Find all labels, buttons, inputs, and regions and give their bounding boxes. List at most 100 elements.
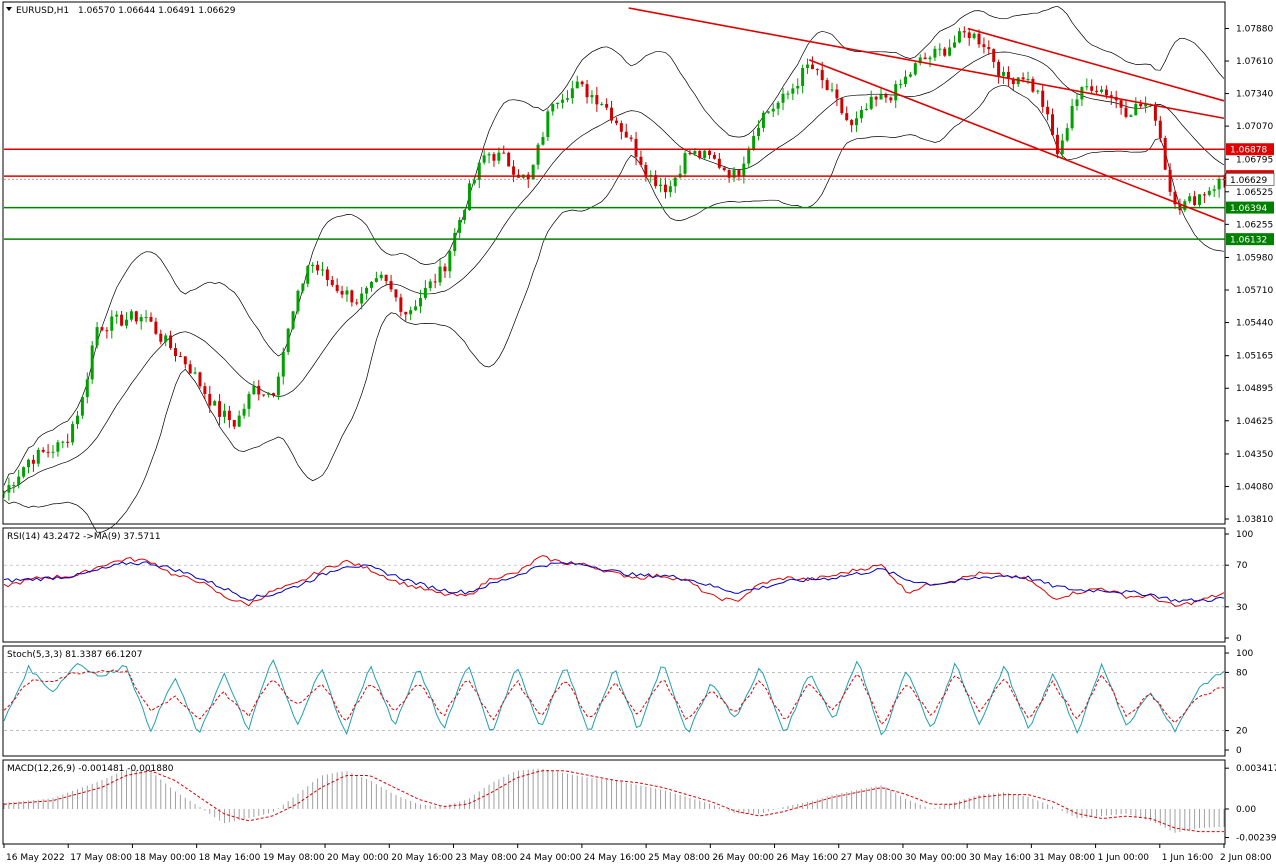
price-tick-label: 1.06255: [1236, 220, 1273, 230]
candle-body: [2, 492, 6, 494]
candle-body: [884, 94, 888, 98]
macd-series: 0.003417 0.00 -0.002394: [3, 764, 1276, 844]
candle-body: [467, 183, 471, 211]
candle-body: [1158, 120, 1162, 139]
candle-body: [850, 120, 854, 126]
candle-body: [247, 394, 251, 409]
candle-body: [418, 298, 422, 307]
trendlines: [628, 7, 1225, 223]
candle-body: [365, 287, 369, 294]
current-price-tag: 1.06629: [1230, 176, 1267, 186]
price-tick-label: 1.03810: [1236, 515, 1273, 525]
candle-body: [737, 169, 741, 176]
stoch-label: Stoch(5,3,3) 81.3387 66.1207: [7, 650, 142, 660]
candle-body: [835, 89, 839, 99]
macd-tick-label: 0.00: [1236, 805, 1256, 815]
macd-tick-label: -0.002394: [1236, 834, 1276, 844]
level-tag-label: 1.06394: [1230, 204, 1267, 214]
time-tick-label: 30 May 00:00: [905, 853, 967, 863]
candle-body: [654, 175, 658, 187]
candle-body: [208, 393, 212, 406]
candle-body: [610, 107, 614, 121]
osc-tick-label: 70: [1236, 561, 1248, 571]
candle-body: [644, 164, 648, 176]
candle-body: [281, 351, 285, 377]
candle-body: [1207, 190, 1211, 195]
candle-body: [840, 98, 844, 114]
dropdown-triangle-icon[interactable]: [6, 7, 12, 11]
candle-body: [159, 333, 163, 342]
candle-body: [291, 311, 295, 329]
time-tick-label: 2 Jun 08:00: [1220, 853, 1272, 863]
candle-body: [1109, 95, 1113, 97]
candle-body: [688, 153, 692, 155]
candle-body: [659, 184, 663, 187]
candle-body: [31, 459, 35, 464]
candle-body: [227, 410, 231, 420]
main-line: [3, 659, 1225, 736]
candle-body: [409, 310, 413, 315]
stoch-series: 100 80 20 0: [3, 649, 1253, 756]
osc-tick-label: 100: [1236, 530, 1253, 540]
candle-body: [771, 108, 775, 112]
candle-body: [316, 264, 320, 271]
candle-body: [26, 459, 30, 468]
candle-body: [178, 356, 182, 358]
candle-body: [1036, 90, 1040, 92]
candle-body: [1026, 79, 1030, 81]
candle-body: [252, 385, 256, 395]
candle-body: [1011, 78, 1015, 85]
candle-body: [619, 123, 623, 132]
candle-body: [541, 137, 545, 145]
candle-body: [188, 364, 192, 374]
candle-body: [570, 88, 574, 99]
candle-body: [423, 287, 427, 299]
candle-body: [22, 467, 26, 477]
candle-body: [1119, 100, 1123, 108]
candle-body: [614, 120, 618, 124]
candle-body: [183, 356, 187, 365]
candle-body: [663, 184, 667, 193]
price-series: [2, 5, 1226, 533]
candle-body: [139, 317, 143, 322]
candle-body: [306, 266, 310, 284]
candle-body: [761, 112, 765, 128]
candle-body: [1080, 87, 1084, 100]
candle-body: [134, 311, 138, 322]
candle-body: [605, 103, 609, 108]
candle-body: [600, 103, 604, 105]
stoch-panel[interactable]: [2, 645, 1226, 757]
candle-body: [120, 314, 124, 326]
macd-panel[interactable]: [2, 759, 1226, 845]
candle-body: [580, 81, 584, 85]
price-tick-label: 1.05710: [1236, 286, 1273, 296]
candle-body: [855, 118, 859, 126]
candle-body: [56, 442, 60, 452]
candle-body: [17, 476, 21, 485]
candle-body: [551, 104, 555, 112]
candle-body: [801, 67, 805, 86]
osc-tick-label: 0: [1236, 746, 1242, 756]
rsi-panel[interactable]: [2, 527, 1226, 643]
candle-body: [1217, 178, 1221, 190]
time-tick-label: 1 Jun 16:00: [1162, 853, 1214, 863]
candle-body: [1002, 71, 1006, 76]
candle-body: [502, 152, 506, 154]
candle-body: [41, 449, 45, 452]
price-panel[interactable]: [2, 1, 1226, 525]
signal-line: [3, 669, 1225, 726]
time-tick-label: 23 May 08:00: [455, 853, 517, 863]
candle-body: [629, 137, 633, 139]
candle-body: [1100, 89, 1104, 92]
candle-body: [894, 84, 898, 101]
candle-body: [1134, 103, 1138, 116]
time-tick-label: 18 May 00:00: [134, 853, 196, 863]
candle-body: [46, 451, 50, 453]
candle-body: [222, 410, 226, 417]
candle-body: [1168, 169, 1172, 192]
candle-body: [1055, 134, 1059, 154]
candle-body: [1046, 106, 1050, 115]
candle-body: [394, 289, 398, 298]
